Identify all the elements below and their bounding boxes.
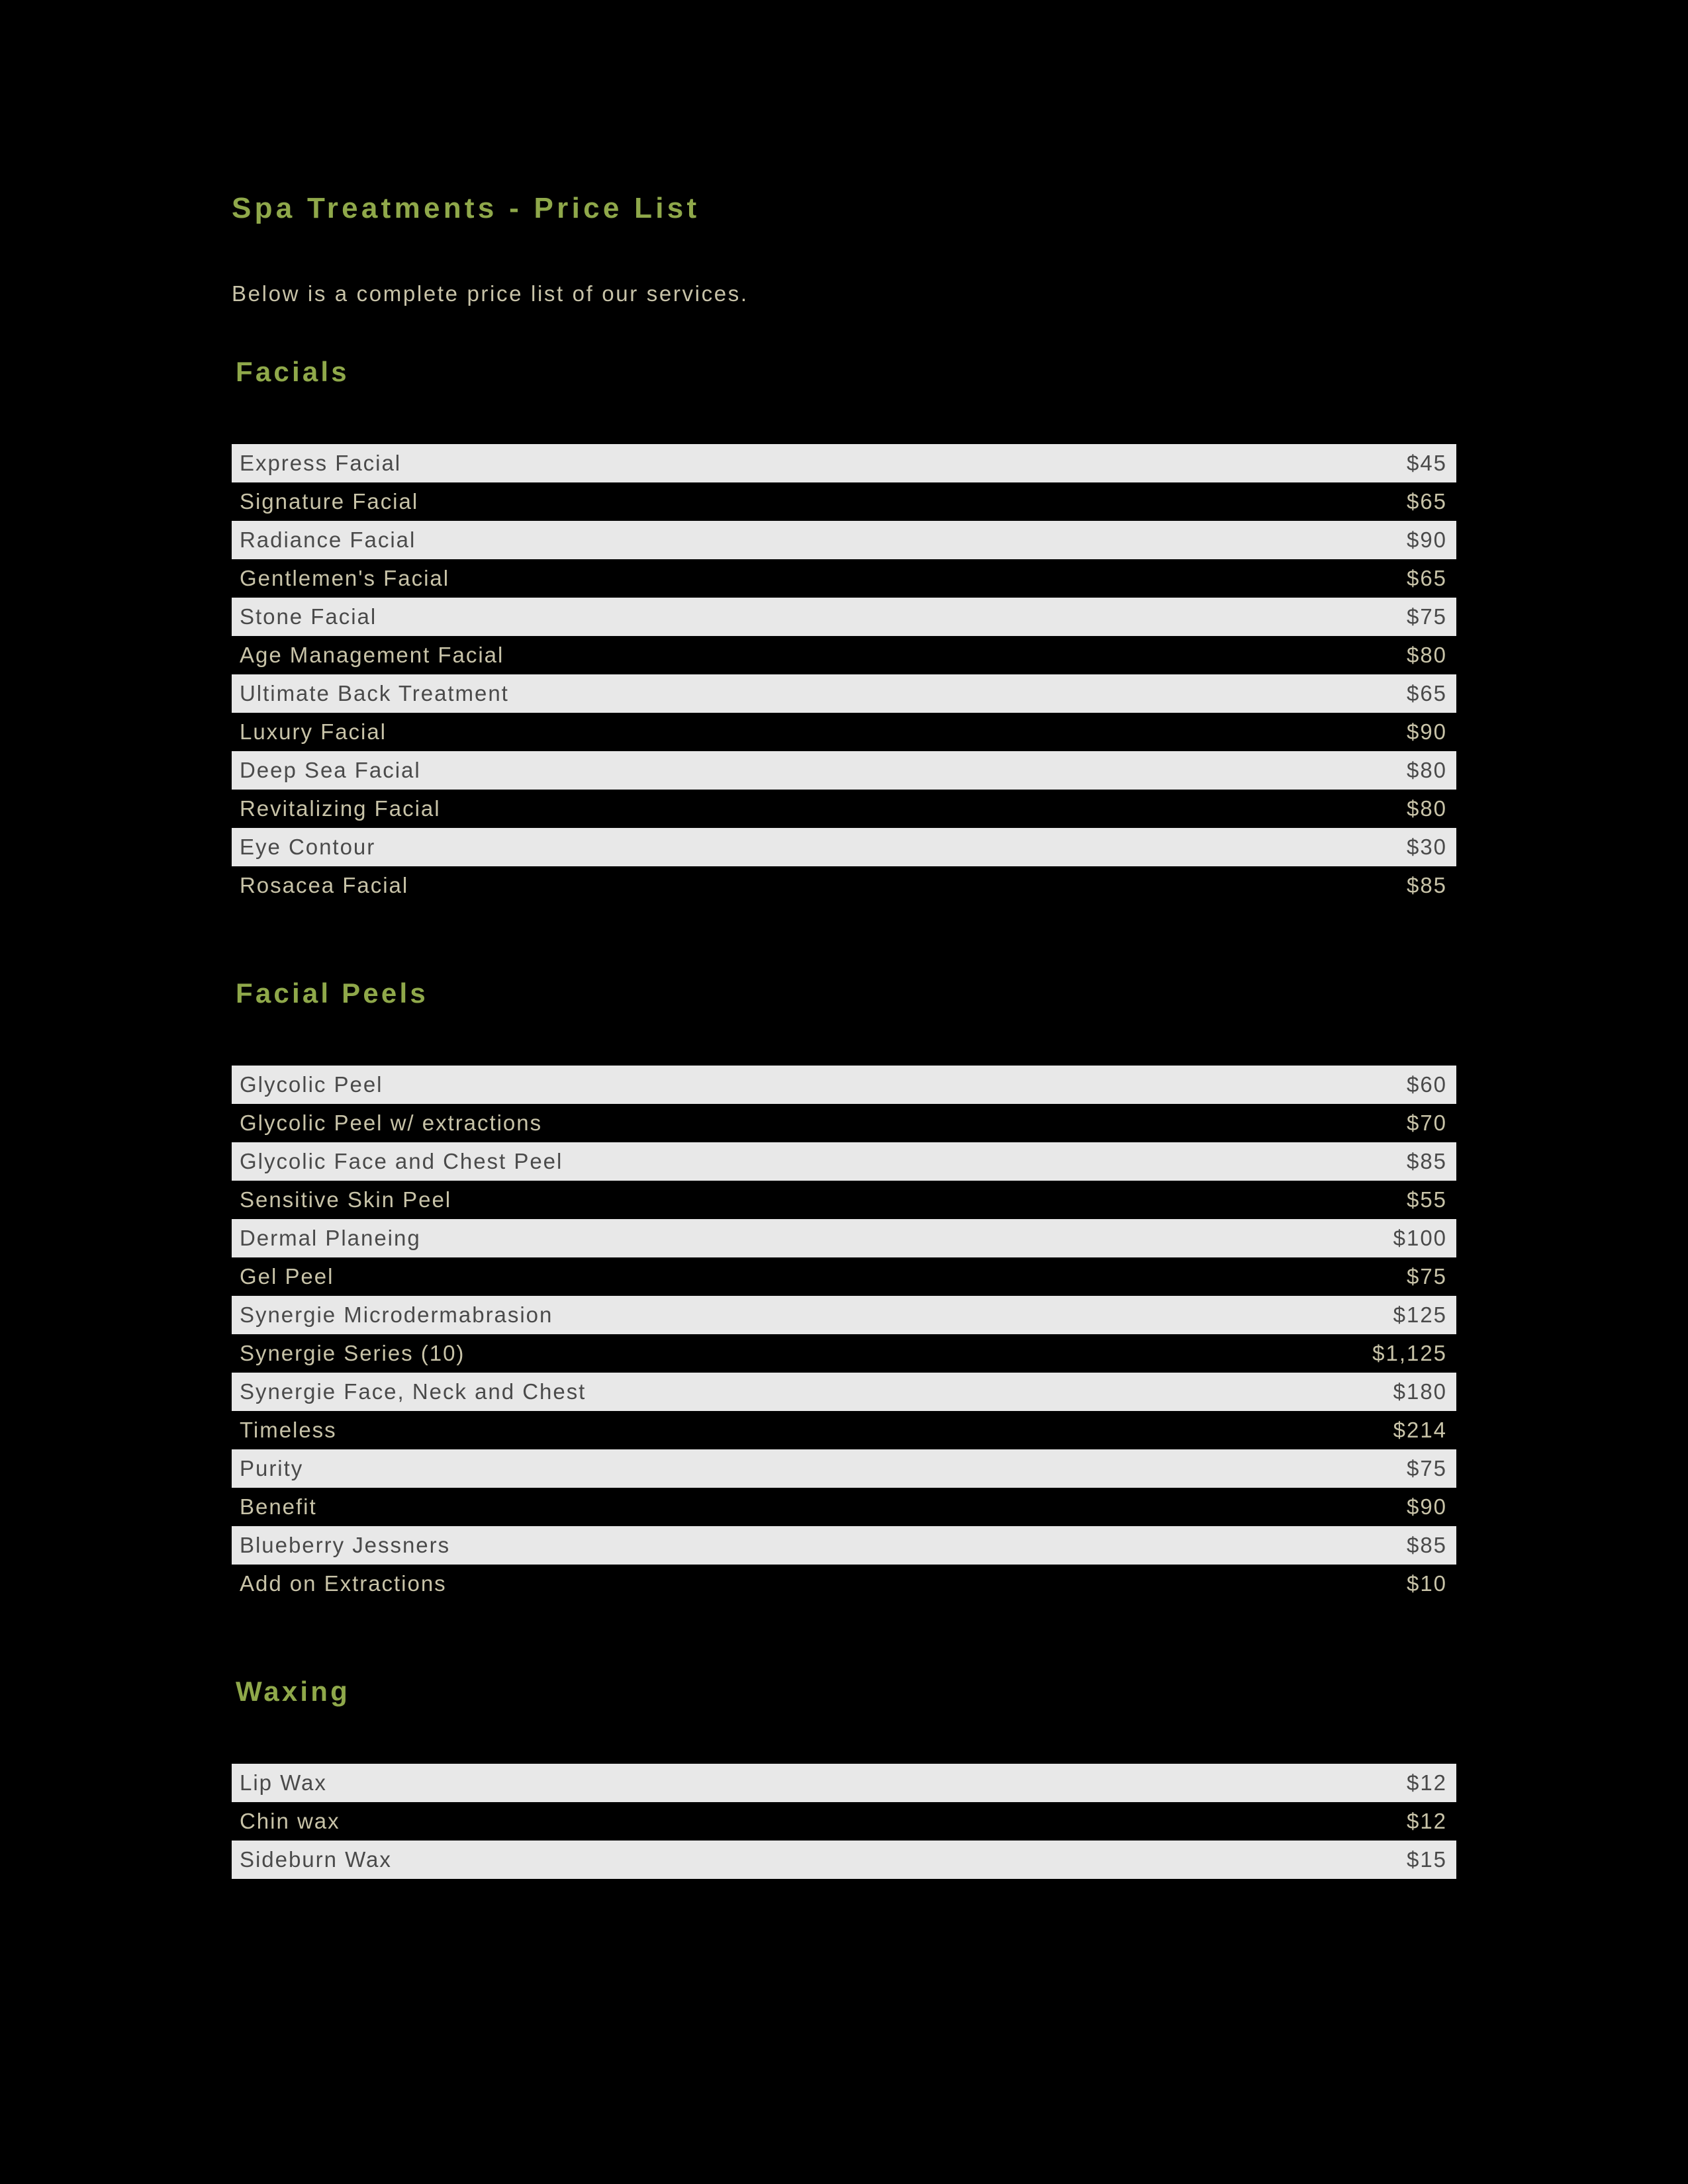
table-row: Gel Peel$75 xyxy=(232,1257,1456,1296)
item-price: $85 xyxy=(1150,866,1457,905)
table-row: Dermal Planeing$100 xyxy=(232,1219,1456,1257)
item-price: $90 xyxy=(1150,521,1457,559)
item-price: $45 xyxy=(1150,444,1457,482)
section-title: Facials xyxy=(236,356,1456,388)
item-price: $180 xyxy=(1150,1373,1457,1411)
item-name: Signature Facial xyxy=(232,482,1150,521)
item-name: Rosacea Facial xyxy=(232,866,1150,905)
item-name: Glycolic Peel w/ extractions xyxy=(232,1104,1150,1142)
intro-text: Below is a complete price list of our se… xyxy=(232,281,1456,306)
item-price: $15 xyxy=(1150,1841,1457,1879)
item-price: $90 xyxy=(1150,1488,1457,1526)
table-row: Glycolic Peel w/ extractions$70 xyxy=(232,1104,1456,1142)
item-name: Ultimate Back Treatment xyxy=(232,674,1150,713)
item-price: $75 xyxy=(1150,1257,1457,1296)
item-price: $85 xyxy=(1150,1142,1457,1181)
table-row: Deep Sea Facial$80 xyxy=(232,751,1456,790)
item-name: Gel Peel xyxy=(232,1257,1150,1296)
item-price: $1,125 xyxy=(1150,1334,1457,1373)
item-name: Glycolic Face and Chest Peel xyxy=(232,1142,1150,1181)
table-row: Revitalizing Facial$80 xyxy=(232,790,1456,828)
section-title: Facial Peels xyxy=(236,978,1456,1009)
item-price: $85 xyxy=(1150,1526,1457,1565)
price-table: Express Facial$45Signature Facial$65Radi… xyxy=(232,444,1456,905)
item-name: Stone Facial xyxy=(232,598,1150,636)
item-name: Benefit xyxy=(232,1488,1150,1526)
item-name: Timeless xyxy=(232,1411,1150,1449)
table-row: Benefit$90 xyxy=(232,1488,1456,1526)
item-name: Sensitive Skin Peel xyxy=(232,1181,1150,1219)
table-row: Synergie Series (10)$1,125 xyxy=(232,1334,1456,1373)
item-name: Lip Wax xyxy=(232,1764,1150,1802)
table-row: Synergie Face, Neck and Chest$180 xyxy=(232,1373,1456,1411)
table-row: Lip Wax$12 xyxy=(232,1764,1456,1802)
item-name: Dermal Planeing xyxy=(232,1219,1150,1257)
item-price: $80 xyxy=(1150,790,1457,828)
item-name: Gentlemen's Facial xyxy=(232,559,1150,598)
item-price: $65 xyxy=(1150,559,1457,598)
table-row: Timeless$214 xyxy=(232,1411,1456,1449)
table-row: Sensitive Skin Peel$55 xyxy=(232,1181,1456,1219)
table-row: Ultimate Back Treatment$65 xyxy=(232,674,1456,713)
table-row: Radiance Facial$90 xyxy=(232,521,1456,559)
table-row: Express Facial$45 xyxy=(232,444,1456,482)
table-row: Add on Extractions$10 xyxy=(232,1565,1456,1603)
item-name: Sideburn Wax xyxy=(232,1841,1150,1879)
item-price: $65 xyxy=(1150,674,1457,713)
item-price: $75 xyxy=(1150,598,1457,636)
table-row: Glycolic Face and Chest Peel$85 xyxy=(232,1142,1456,1181)
table-row: Glycolic Peel$60 xyxy=(232,1066,1456,1104)
item-price: $214 xyxy=(1150,1411,1457,1449)
item-name: Express Facial xyxy=(232,444,1150,482)
section-title: Waxing xyxy=(236,1676,1456,1707)
item-price: $75 xyxy=(1150,1449,1457,1488)
table-row: Purity$75 xyxy=(232,1449,1456,1488)
sections-container: Facials Express Facial$45Signature Facial… xyxy=(232,356,1456,1879)
item-name: Luxury Facial xyxy=(232,713,1150,751)
table-row: Signature Facial$65 xyxy=(232,482,1456,521)
table-row: Age Management Facial$80 xyxy=(232,636,1456,674)
table-row: Chin wax$12 xyxy=(232,1802,1456,1841)
item-price: $30 xyxy=(1150,828,1457,866)
item-name: Revitalizing Facial xyxy=(232,790,1150,828)
table-row: Luxury Facial$90 xyxy=(232,713,1456,751)
table-row: Sideburn Wax$15 xyxy=(232,1841,1456,1879)
item-price: $100 xyxy=(1150,1219,1457,1257)
item-price: $60 xyxy=(1150,1066,1457,1104)
item-name: Add on Extractions xyxy=(232,1565,1150,1603)
table-row: Eye Contour$30 xyxy=(232,828,1456,866)
table-row: Synergie Microdermabrasion$125 xyxy=(232,1296,1456,1334)
table-row: Gentlemen's Facial$65 xyxy=(232,559,1456,598)
item-name: Eye Contour xyxy=(232,828,1150,866)
item-name: Age Management Facial xyxy=(232,636,1150,674)
item-name: Synergie Series (10) xyxy=(232,1334,1150,1373)
item-name: Blueberry Jessners xyxy=(232,1526,1150,1565)
item-price: $70 xyxy=(1150,1104,1457,1142)
item-price: $55 xyxy=(1150,1181,1457,1219)
table-row: Stone Facial$75 xyxy=(232,598,1456,636)
item-price: $80 xyxy=(1150,751,1457,790)
price-table: Glycolic Peel$60Glycolic Peel w/ extract… xyxy=(232,1066,1456,1603)
item-price: $12 xyxy=(1150,1802,1457,1841)
page-title: Spa Treatments - Price List xyxy=(232,192,1456,225)
item-price: $125 xyxy=(1150,1296,1457,1334)
table-row: Rosacea Facial$85 xyxy=(232,866,1456,905)
item-price: $10 xyxy=(1150,1565,1457,1603)
page-container: Spa Treatments - Price List Below is a c… xyxy=(0,0,1688,1879)
item-price: $90 xyxy=(1150,713,1457,751)
item-price: $12 xyxy=(1150,1764,1457,1802)
item-name: Synergie Microdermabrasion xyxy=(232,1296,1150,1334)
item-name: Radiance Facial xyxy=(232,521,1150,559)
item-price: $80 xyxy=(1150,636,1457,674)
table-row: Blueberry Jessners$85 xyxy=(232,1526,1456,1565)
item-name: Deep Sea Facial xyxy=(232,751,1150,790)
price-table: Lip Wax$12Chin wax$12Sideburn Wax$15 xyxy=(232,1764,1456,1879)
item-name: Synergie Face, Neck and Chest xyxy=(232,1373,1150,1411)
item-name: Glycolic Peel xyxy=(232,1066,1150,1104)
item-price: $65 xyxy=(1150,482,1457,521)
item-name: Purity xyxy=(232,1449,1150,1488)
item-name: Chin wax xyxy=(232,1802,1150,1841)
